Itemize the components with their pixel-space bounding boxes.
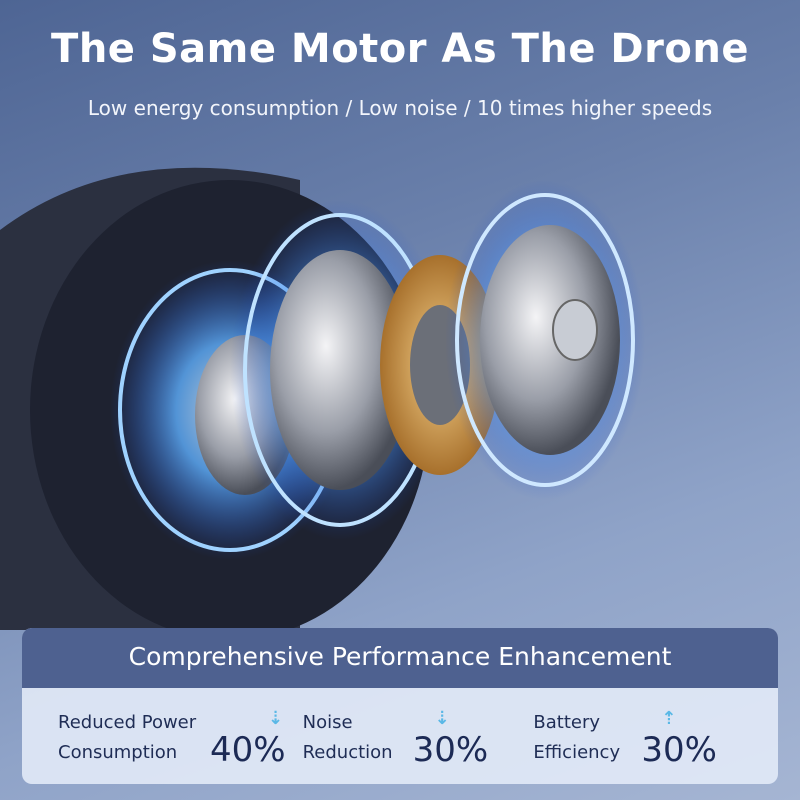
stat-label-line2: Consumption — [58, 742, 178, 763]
stat-label-line1: Reduced Power — [58, 712, 197, 733]
stat-label-line2: Reduction — [302, 742, 393, 763]
stat-noise: Noise Reduction ⇣ 30% — [303, 708, 534, 784]
page-subtitle: Low energy consumption / Low noise / 10 … — [87, 96, 713, 120]
up-arrow-icon: ⇡ — [661, 708, 676, 729]
stat-value: 30% — [412, 730, 489, 770]
page-title: The Same Motor As The Drone — [51, 26, 749, 72]
down-arrow-icon: ⇣ — [268, 708, 283, 729]
stat-label-line2: Efficiency — [533, 742, 621, 763]
stat-battery: Battery Efficiency ⇡ 30% — [533, 708, 778, 784]
motor-ring-3 — [445, 180, 645, 500]
stat-value: 40% — [210, 730, 286, 770]
down-arrow-icon: ⇣ — [434, 708, 450, 729]
panel-title: Comprehensive Performance Enhancement — [22, 628, 778, 688]
motor-ring-2 — [230, 200, 450, 540]
stat-power: Reduced Power Consumption ⇣ 40% — [58, 708, 303, 784]
motor-illustration — [0, 167, 645, 630]
stat-label-line1: Battery — [533, 712, 601, 733]
performance-panel: Comprehensive Performance Enhancement Re… — [22, 628, 778, 784]
stat-label-line1: Noise — [302, 712, 353, 733]
stat-value: 30% — [641, 730, 717, 770]
